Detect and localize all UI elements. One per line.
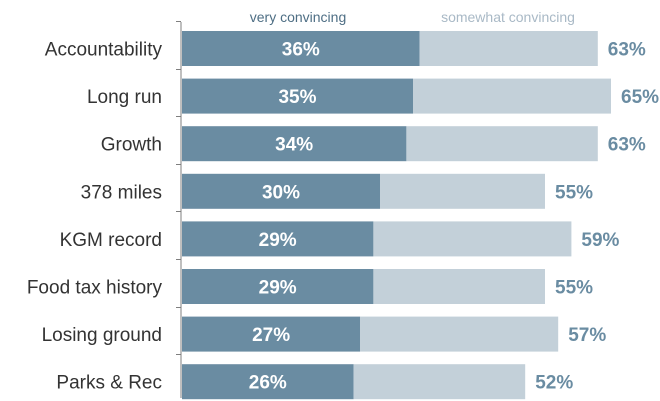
category-label: Food tax history: [27, 278, 163, 299]
bar-very-convincing: [182, 221, 374, 257]
bar-row-kgm-record: KGM record 29% 59%: [60, 221, 620, 257]
data-label-total: 63%: [608, 135, 646, 156]
bar-very-convincing: [182, 78, 413, 114]
data-label-very-convincing: 29%: [259, 230, 297, 251]
data-label-very-convincing: 27%: [252, 325, 290, 346]
data-label-very-convincing: 35%: [278, 87, 316, 108]
data-label-very-convincing: 36%: [282, 40, 320, 61]
data-label-total: 59%: [581, 230, 619, 251]
bar-very-convincing: [182, 316, 361, 352]
category-label: Accountability: [45, 40, 163, 61]
bar-somewhat-convincing: [360, 316, 559, 352]
data-label-total: 55%: [555, 278, 593, 299]
data-label-total: 57%: [568, 325, 606, 346]
bar-somewhat-convincing: [406, 126, 598, 162]
legend-very-convincing: very convincing: [250, 9, 347, 25]
bars: Accountability 36% 63% Long run 35% 65% Growth…: [27, 31, 659, 400]
category-label: Parks & Rec: [56, 373, 162, 394]
data-label-total: 55%: [555, 182, 593, 203]
category-label: Long run: [87, 87, 162, 108]
bar-row-378-miles: 378 miles 30% 55%: [81, 173, 593, 209]
bar-row-food-tax-history: Food tax history 29% 55%: [27, 269, 593, 304]
data-label-very-convincing: 29%: [259, 278, 297, 299]
bar-somewhat-convincing: [353, 364, 526, 400]
bar-somewhat-convincing: [413, 78, 611, 114]
bar-row-accountability: Accountability 36% 63%: [45, 31, 646, 66]
data-label-total: 52%: [535, 373, 573, 394]
category-label: 378 miles: [81, 182, 162, 203]
bar-somewhat-convincing: [373, 221, 572, 257]
category-label: KGM record: [60, 230, 162, 251]
bar-very-convincing: [182, 126, 407, 162]
bar-very-convincing: [182, 269, 374, 304]
bar-very-convincing: [182, 364, 354, 400]
category-label: Growth: [101, 135, 162, 156]
category-label: Losing ground: [42, 325, 162, 346]
bar-very-convincing: [182, 173, 380, 209]
bar-row-long-run: Long run 35% 65%: [87, 78, 659, 114]
y-axis-ticks: [176, 21, 181, 355]
data-label-total: 63%: [608, 40, 646, 61]
bar-row-parks-rec: Parks & Rec 26% 52%: [56, 364, 573, 400]
bar-somewhat-convincing: [419, 31, 598, 66]
bar-row-losing-ground: Losing ground 27% 57%: [42, 316, 606, 352]
data-label-very-convincing: 30%: [262, 182, 300, 203]
data-label-total: 65%: [621, 87, 659, 108]
bar-somewhat-convincing: [380, 173, 545, 209]
legend: very convincing somewhat convincing: [250, 9, 575, 25]
bar-very-convincing: [182, 31, 420, 66]
bar-somewhat-convincing: [373, 269, 545, 304]
data-label-very-convincing: 26%: [249, 373, 287, 394]
bar-row-growth: Growth 34% 63%: [101, 126, 646, 162]
data-label-very-convincing: 34%: [275, 135, 313, 156]
legend-somewhat-convincing: somewhat convincing: [441, 9, 575, 25]
